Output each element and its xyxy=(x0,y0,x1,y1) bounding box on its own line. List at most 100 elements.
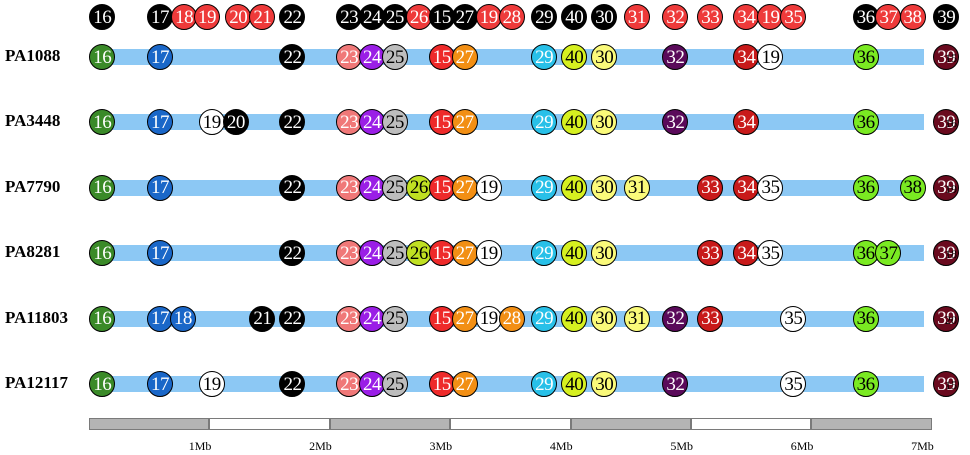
reference-marker-15: 15 xyxy=(428,4,455,30)
marker-16: 16 xyxy=(89,240,116,267)
marker-26: 26 xyxy=(405,174,432,201)
marker-20: 20 xyxy=(222,109,249,136)
marker-15: 15 xyxy=(428,174,455,201)
marker-24: 24 xyxy=(358,371,385,397)
marker-24: 24 xyxy=(358,109,385,136)
scale-bar-segment xyxy=(209,418,330,430)
marker-25: 25 xyxy=(381,371,408,397)
reference-marker-38: 38 xyxy=(899,4,926,30)
marker-27: 27 xyxy=(451,240,478,267)
reference-marker-23: 23 xyxy=(336,4,363,30)
reference-marker-39: 39 xyxy=(933,4,960,30)
marker-26: 26 xyxy=(405,240,432,267)
chromosome-track xyxy=(108,179,924,196)
reference-marker-29: 29 xyxy=(531,4,558,30)
marker-35: 35 xyxy=(780,371,807,397)
marker-15: 15 xyxy=(428,44,455,70)
marker-37: 37 xyxy=(875,240,902,267)
marker-39: 39 xyxy=(933,240,960,267)
marker-27: 27 xyxy=(451,109,478,136)
marker-27: 27 xyxy=(451,305,478,332)
marker-33: 33 xyxy=(697,305,724,332)
marker-22: 22 xyxy=(279,240,306,267)
reference-marker-30: 30 xyxy=(591,4,618,30)
marker-17: 17 xyxy=(147,240,174,267)
marker-22: 22 xyxy=(279,109,306,136)
marker-34: 34 xyxy=(733,174,760,201)
marker-22: 22 xyxy=(279,371,306,397)
scale-tick-label: 4Mb xyxy=(549,439,573,453)
marker-39: 39 xyxy=(933,305,960,332)
strain-label: PA11803 xyxy=(5,307,68,327)
reference-marker-24: 24 xyxy=(358,4,385,30)
marker-16: 16 xyxy=(89,44,116,70)
marker-40: 40 xyxy=(561,371,588,397)
marker-29: 29 xyxy=(531,305,558,332)
marker-36: 36 xyxy=(852,371,879,397)
marker-16: 16 xyxy=(89,174,116,201)
marker-31: 31 xyxy=(623,305,650,332)
marker-16: 16 xyxy=(89,371,116,397)
marker-15: 15 xyxy=(428,109,455,136)
strain-label: PA3448 xyxy=(5,111,61,131)
marker-40: 40 xyxy=(561,305,588,332)
reference-marker-32: 32 xyxy=(662,4,689,30)
marker-23: 23 xyxy=(336,109,363,136)
marker-32: 32 xyxy=(662,109,689,136)
marker-32: 32 xyxy=(662,371,689,397)
reference-marker-33: 33 xyxy=(697,4,724,30)
marker-25: 25 xyxy=(381,109,408,136)
marker-count: 20 xyxy=(945,312,957,327)
reference-marker-21: 21 xyxy=(249,4,276,30)
marker-29: 29 xyxy=(531,44,558,70)
marker-19: 19 xyxy=(757,44,784,70)
marker-33: 33 xyxy=(697,240,724,267)
scale-bar-segment xyxy=(450,418,571,430)
reference-marker-27: 27 xyxy=(451,4,478,30)
marker-30: 30 xyxy=(591,44,618,70)
marker-30: 30 xyxy=(591,371,618,397)
marker-24: 24 xyxy=(358,240,385,267)
scale-bar-segment xyxy=(329,418,451,430)
marker-27: 27 xyxy=(451,44,478,70)
strain-label: PA7790 xyxy=(5,176,61,196)
marker-15: 15 xyxy=(428,371,455,397)
reference-marker-19: 19 xyxy=(193,4,220,30)
marker-23: 23 xyxy=(336,240,363,267)
marker-29: 29 xyxy=(531,174,558,201)
scale-tick-label: 3Mb xyxy=(429,439,453,453)
reference-marker-17: 17 xyxy=(147,4,174,30)
reference-marker-20: 20 xyxy=(225,4,252,30)
marker-17: 17 xyxy=(147,44,174,70)
reference-marker-22: 22 xyxy=(279,4,306,30)
marker-36: 36 xyxy=(852,44,879,70)
marker-19: 19 xyxy=(198,109,225,136)
marker-34: 34 xyxy=(733,109,760,136)
marker-32: 32 xyxy=(662,44,689,70)
marker-35: 35 xyxy=(780,305,807,332)
marker-38: 38 xyxy=(899,174,926,201)
reference-marker-40: 40 xyxy=(561,4,588,30)
marker-19: 19 xyxy=(198,371,225,397)
marker-count: 15 xyxy=(945,51,957,65)
marker-39: 39 xyxy=(933,174,960,201)
reference-marker-36: 36 xyxy=(852,4,879,30)
marker-29: 29 xyxy=(531,371,558,397)
marker-21: 21 xyxy=(249,305,276,332)
scale-bar-segment xyxy=(691,418,812,430)
marker-27: 27 xyxy=(451,371,478,397)
marker-count: 15 xyxy=(945,378,957,392)
marker-25: 25 xyxy=(381,44,408,70)
scale-tick-label: 1Mb xyxy=(188,439,212,453)
marker-25: 25 xyxy=(381,305,408,332)
reference-marker-28: 28 xyxy=(498,4,525,30)
marker-25: 25 xyxy=(381,240,408,267)
chromosome-track xyxy=(108,114,924,131)
chromosome-track xyxy=(108,49,924,65)
marker-15: 15 xyxy=(428,305,455,332)
reference-marker-18: 18 xyxy=(171,4,198,30)
marker-36: 36 xyxy=(852,109,879,136)
marker-count: 18 xyxy=(945,247,957,262)
chromosome-track xyxy=(108,245,924,262)
reference-marker-35: 35 xyxy=(780,4,807,30)
